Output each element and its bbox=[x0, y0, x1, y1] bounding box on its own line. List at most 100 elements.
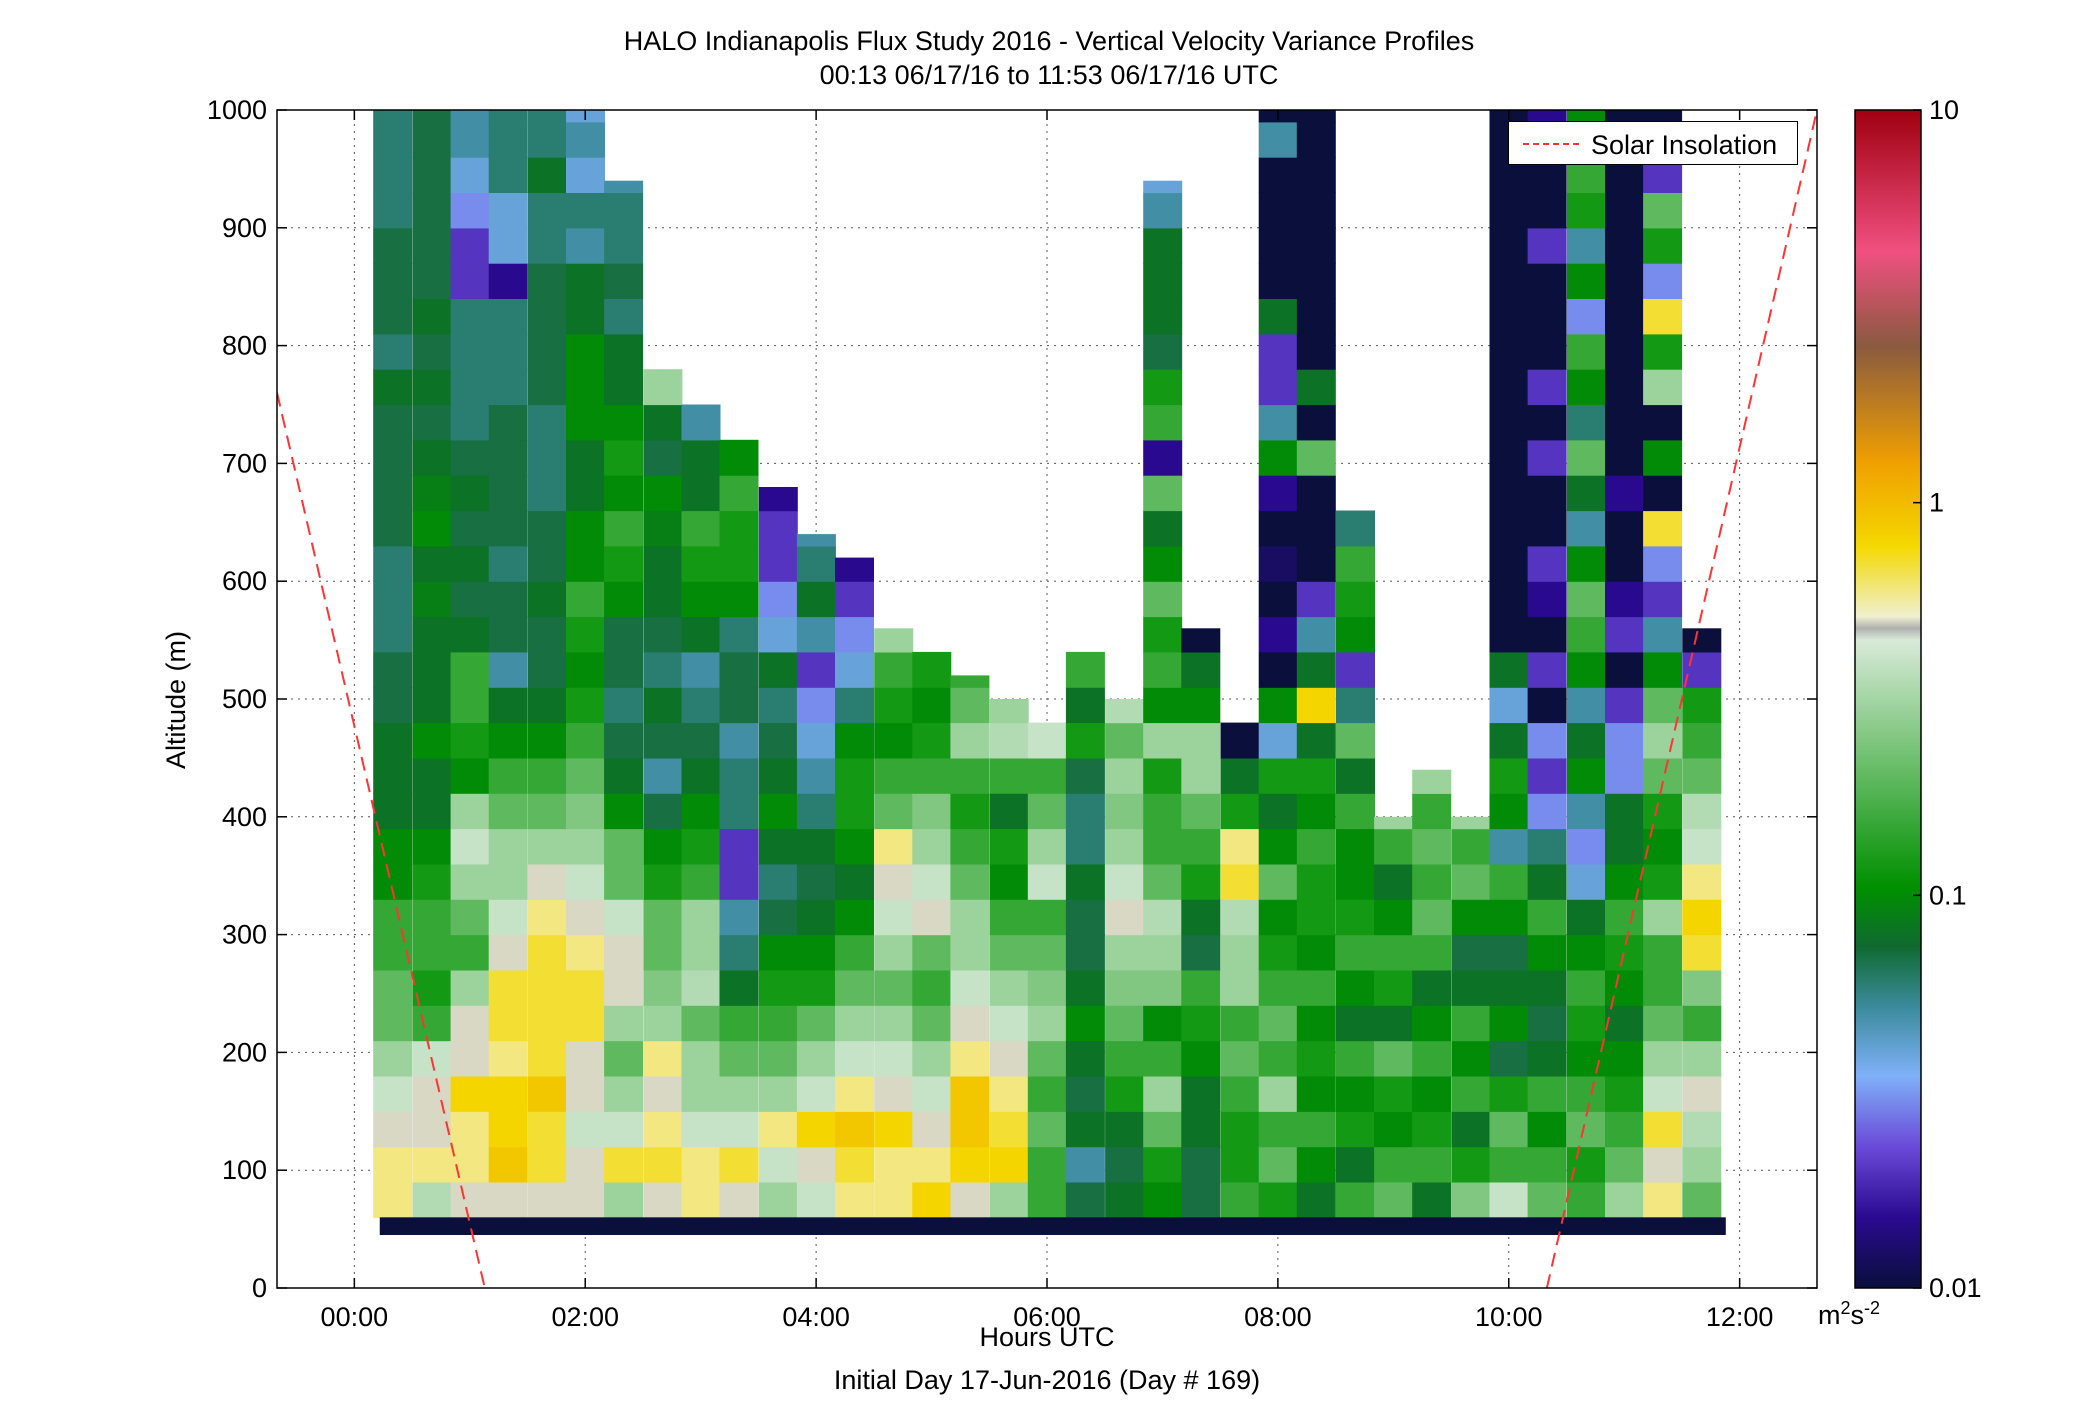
heatmap-cell bbox=[912, 899, 952, 936]
heatmap-cell bbox=[1105, 934, 1145, 971]
heatmap-cell bbox=[912, 651, 952, 688]
heatmap-cell bbox=[912, 934, 952, 971]
heatmap-cell bbox=[1643, 333, 1683, 370]
heatmap-cell bbox=[1336, 934, 1375, 971]
heatmap-cell bbox=[1105, 899, 1145, 936]
heatmap-cell bbox=[527, 110, 567, 123]
heatmap-cell bbox=[450, 404, 490, 441]
heatmap-cell bbox=[1181, 793, 1221, 830]
heatmap-cell bbox=[1605, 1182, 1644, 1218]
chart-subtitle: 00:13 06/17/16 to 11:53 06/17/16 UTC bbox=[819, 60, 1279, 90]
heatmap-cell bbox=[758, 651, 798, 688]
heatmap-cell bbox=[1605, 1111, 1644, 1148]
heatmap-cell bbox=[1527, 192, 1567, 229]
heatmap-cell bbox=[1181, 687, 1221, 724]
heatmap-cell bbox=[1643, 793, 1683, 830]
heatmap-cell bbox=[796, 793, 836, 830]
heatmap-cell bbox=[604, 616, 644, 653]
heatmap-cell bbox=[758, 1146, 798, 1183]
heatmap-cell bbox=[1258, 1076, 1298, 1112]
heatmap-cell bbox=[758, 487, 798, 512]
heatmap-cell bbox=[835, 969, 874, 1006]
heatmap-cell bbox=[1566, 722, 1606, 759]
heatmap-cell bbox=[450, 298, 490, 335]
heatmap-cell bbox=[604, 369, 644, 406]
heatmap-cell bbox=[373, 110, 413, 123]
heatmap-cell bbox=[1643, 369, 1683, 406]
heatmap-cell bbox=[450, 651, 490, 688]
heatmap-cell bbox=[1181, 1040, 1221, 1077]
heatmap-cell bbox=[527, 227, 567, 264]
heatmap-cell bbox=[874, 1111, 914, 1148]
heatmap-cell bbox=[488, 828, 528, 865]
heatmap-cell bbox=[1374, 1076, 1414, 1112]
heatmap-cell bbox=[874, 969, 914, 1006]
heatmap-cell bbox=[566, 404, 605, 441]
y-tick-label: 200 bbox=[222, 1037, 267, 1067]
heatmap-cell bbox=[1143, 934, 1183, 971]
heatmap-cell bbox=[1489, 510, 1529, 547]
heatmap-cell bbox=[412, 828, 452, 865]
heatmap-cell bbox=[1412, 1040, 1452, 1077]
heatmap-cell bbox=[1682, 651, 1722, 688]
heatmap-cell bbox=[1643, 192, 1683, 229]
y-axis-ticks: 0 100 200 300 400 500 600 700 800 900 1000 bbox=[207, 95, 1817, 1303]
heatmap-cell bbox=[604, 192, 644, 229]
heatmap-cell bbox=[1489, 934, 1529, 971]
heatmap-cell bbox=[950, 969, 990, 1006]
heatmap-cell bbox=[1643, 1146, 1683, 1183]
heatmap-cell bbox=[1566, 616, 1606, 653]
heatmap-cell bbox=[1181, 1182, 1221, 1218]
heatmap-cell bbox=[874, 1076, 914, 1112]
colorbar-ticks: 10 1 0.1 0.01 bbox=[1913, 95, 1982, 1303]
heatmap-cell bbox=[1489, 899, 1529, 936]
heatmap-cell bbox=[1566, 192, 1606, 229]
heatmap-cell bbox=[1143, 651, 1183, 688]
heatmap-cell bbox=[643, 793, 683, 830]
heatmap-cell bbox=[1489, 1111, 1529, 1148]
x-tick-label: 12:00 bbox=[1706, 1302, 1774, 1332]
heatmap-cell bbox=[681, 475, 721, 512]
heatmap-cell bbox=[989, 1005, 1029, 1042]
heatmap-cell bbox=[1643, 1005, 1683, 1042]
heatmap-cell bbox=[835, 793, 874, 830]
heatmap-cell bbox=[912, 722, 952, 759]
heatmap-cell bbox=[1143, 333, 1183, 370]
heatmap-cell bbox=[1336, 1111, 1375, 1148]
heatmap-cell bbox=[1296, 192, 1336, 229]
heatmap-cell bbox=[373, 121, 413, 158]
heatmap-cell bbox=[1336, 616, 1375, 653]
heatmap-cell bbox=[1374, 899, 1414, 936]
heatmap-cell bbox=[1143, 439, 1183, 476]
heatmap-cell bbox=[488, 1076, 528, 1112]
heatmap-cell bbox=[1296, 110, 1336, 123]
heatmap-cell bbox=[1258, 581, 1298, 618]
heatmap-cell bbox=[566, 793, 605, 830]
heatmap-cell bbox=[1605, 404, 1644, 441]
heatmap-cell bbox=[989, 828, 1029, 865]
heatmap-cell bbox=[989, 969, 1029, 1006]
y-tick-label: 500 bbox=[222, 684, 267, 714]
heatmap-cell bbox=[488, 545, 528, 582]
heatmap-cell bbox=[1105, 1005, 1145, 1042]
heatmap-cell bbox=[796, 1040, 836, 1077]
heatmap-cell bbox=[1374, 934, 1414, 971]
heatmap-cell bbox=[412, 333, 452, 370]
heatmap-cell bbox=[1527, 934, 1567, 971]
heatmap-cell bbox=[681, 581, 721, 618]
heatmap-cell bbox=[488, 475, 528, 512]
heatmap-cell bbox=[450, 934, 490, 971]
heatmap-cell bbox=[527, 121, 567, 158]
heatmap-cell bbox=[1220, 1040, 1260, 1077]
heatmap-cell bbox=[874, 628, 914, 653]
x-tick-label: 06:00 bbox=[1013, 1302, 1081, 1332]
heatmap-cell bbox=[912, 863, 952, 900]
heatmap-cell bbox=[1258, 369, 1298, 406]
heatmap-cell bbox=[681, 404, 721, 441]
heatmap-cell bbox=[604, 1182, 644, 1218]
heatmap-cell bbox=[1527, 687, 1567, 724]
colorbar-tick-label: 0.1 bbox=[1929, 880, 1967, 910]
heatmap-cell bbox=[719, 828, 759, 865]
heatmap-cell bbox=[1143, 899, 1183, 936]
colorbar-tick-label: 10 bbox=[1929, 95, 1959, 125]
